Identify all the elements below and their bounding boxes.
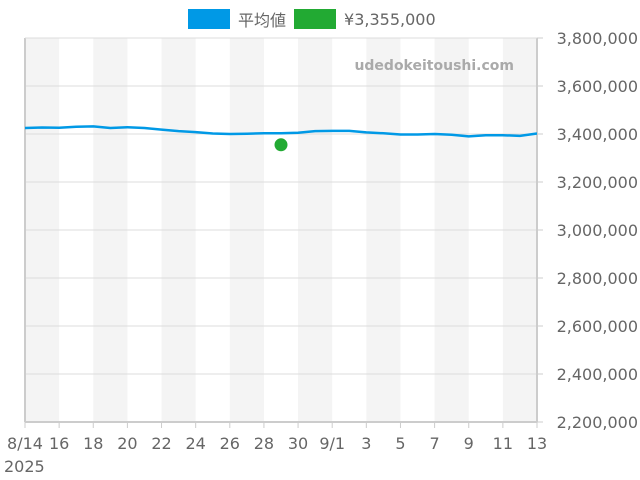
- y-tick-label: 3,800,000: [557, 29, 638, 48]
- y-tick-label: 3,200,000: [557, 173, 638, 192]
- legend-label-price: ¥3,355,000: [344, 9, 436, 29]
- chart-legend: 平均値 ¥3,355,000: [188, 8, 444, 30]
- x-tick-label: 9: [464, 434, 474, 453]
- x-tick-label: 20: [117, 434, 137, 453]
- legend-item-price[interactable]: ¥3,355,000: [294, 9, 436, 29]
- x-tick-label: 18: [83, 434, 103, 453]
- average-price-line: [24, 125, 538, 138]
- x-tick-label: 7: [430, 434, 440, 453]
- x-tick-label: 3: [361, 434, 371, 453]
- x-tick-label: 11: [493, 434, 513, 453]
- x-tick-label: 24: [185, 434, 205, 453]
- x-year-label: 2025: [4, 457, 45, 476]
- legend-label-average: 平均値: [238, 11, 287, 30]
- x-tick-label: 13: [527, 434, 547, 453]
- x-tick-label: 22: [151, 434, 171, 453]
- y-tick-label: 2,400,000: [557, 365, 638, 384]
- y-tick-label: 3,400,000: [557, 125, 638, 144]
- series: [24, 125, 538, 152]
- x-tick-label: 30: [288, 434, 308, 453]
- x-tick-label: 8/14: [7, 434, 43, 453]
- watermark: udedokeitoushi.com: [354, 58, 514, 74]
- y-tick-label: 3,000,000: [557, 221, 638, 240]
- x-tick-label: 5: [395, 434, 405, 453]
- legend-item-average[interactable]: 平均値: [188, 7, 286, 31]
- y-tick-label: 3,600,000: [557, 77, 638, 96]
- y-axis-ticks: 2,200,000 2,400,000 2,600,000 2,800,000 3,00…: [537, 29, 638, 432]
- x-tick-label: 9/1: [319, 434, 345, 453]
- x-tick-label: 28: [254, 434, 274, 453]
- x-tick-label: 26: [220, 434, 240, 453]
- y-tick-label: 2,600,000: [557, 317, 638, 336]
- x-axis-ticks: 8/14 16 18 20 22 24 26 28 30 9/1 3 5 7 9 11 13 2025: [4, 422, 547, 476]
- x-tick-label: 16: [49, 434, 69, 453]
- legend-swatch-average: [188, 9, 230, 29]
- price-point: [274, 138, 288, 152]
- y-tick-label: 2,200,000: [557, 413, 638, 432]
- y-tick-label: 2,800,000: [557, 269, 638, 288]
- legend-swatch-price: [294, 9, 337, 29]
